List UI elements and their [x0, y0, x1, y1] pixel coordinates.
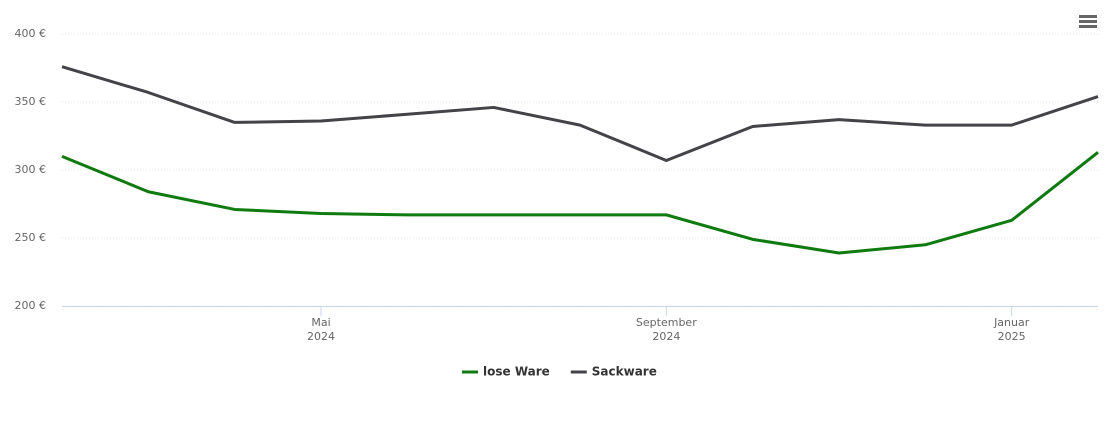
x-tick-label: September 2024: [636, 316, 697, 343]
x-tick-label-line: 2025: [998, 330, 1026, 343]
menu-bar: [1079, 20, 1097, 23]
x-tick-label-line: 2024: [307, 330, 335, 343]
y-tick-label: 350 €: [15, 95, 47, 108]
line: [61, 65, 1099, 162]
x-tick-label: Mai 2024: [307, 316, 335, 343]
y-tick-label: 400 €: [15, 27, 47, 40]
legend-label: Sackware: [592, 365, 657, 379]
menu-button[interactable]: [1079, 15, 1097, 28]
legend-item[interactable]: Sackware: [570, 365, 657, 379]
x-tick-label-line: Mai: [311, 316, 330, 329]
x-tick-label-line: September: [636, 316, 697, 329]
y-tick-label: 300 €: [15, 163, 47, 176]
menu-bar: [1079, 25, 1097, 28]
x-tick-label-line: Januar: [993, 316, 1030, 329]
legend-label: lose Ware: [483, 365, 550, 379]
x-tick-label: Januar 2025: [993, 316, 1030, 343]
legend-item[interactable]: lose Ware: [462, 365, 550, 379]
y-tick-label: 200 €: [15, 299, 47, 312]
y-tick-label: 250 €: [15, 231, 47, 244]
line: [61, 151, 1099, 255]
x-tick-label-line: 2024: [652, 330, 680, 343]
menu-bar: [1079, 15, 1097, 18]
